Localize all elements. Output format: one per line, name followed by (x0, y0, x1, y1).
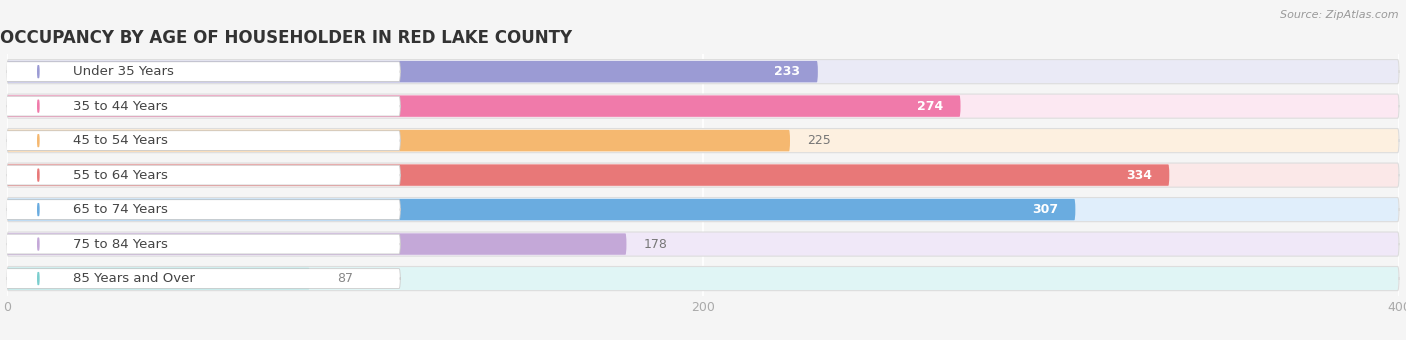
FancyBboxPatch shape (7, 233, 627, 255)
Text: 178: 178 (644, 238, 668, 251)
FancyBboxPatch shape (7, 61, 818, 82)
Text: 45 to 54 Years: 45 to 54 Years (73, 134, 169, 147)
FancyBboxPatch shape (7, 163, 1399, 187)
FancyBboxPatch shape (7, 165, 1170, 186)
Text: 274: 274 (917, 100, 943, 113)
Text: OCCUPANCY BY AGE OF HOUSEHOLDER IN RED LAKE COUNTY: OCCUPANCY BY AGE OF HOUSEHOLDER IN RED L… (0, 29, 572, 47)
FancyBboxPatch shape (7, 130, 790, 151)
FancyBboxPatch shape (0, 269, 401, 288)
FancyBboxPatch shape (0, 62, 401, 82)
Text: 55 to 64 Years: 55 to 64 Years (73, 169, 169, 182)
Text: 307: 307 (1032, 203, 1057, 216)
FancyBboxPatch shape (0, 234, 401, 254)
FancyBboxPatch shape (7, 96, 960, 117)
FancyBboxPatch shape (7, 59, 1399, 84)
Text: 65 to 74 Years: 65 to 74 Years (73, 203, 169, 216)
Text: 334: 334 (1126, 169, 1152, 182)
Text: 87: 87 (337, 272, 354, 285)
FancyBboxPatch shape (7, 232, 1399, 256)
Text: 225: 225 (807, 134, 831, 147)
FancyBboxPatch shape (7, 94, 1399, 118)
Text: 233: 233 (775, 65, 800, 78)
Text: 75 to 84 Years: 75 to 84 Years (73, 238, 169, 251)
FancyBboxPatch shape (0, 96, 401, 116)
Text: 35 to 44 Years: 35 to 44 Years (73, 100, 169, 113)
FancyBboxPatch shape (0, 165, 401, 185)
FancyBboxPatch shape (7, 129, 1399, 153)
FancyBboxPatch shape (0, 131, 401, 151)
FancyBboxPatch shape (7, 267, 1399, 291)
Text: Source: ZipAtlas.com: Source: ZipAtlas.com (1281, 10, 1399, 20)
Text: 85 Years and Over: 85 Years and Over (73, 272, 195, 285)
FancyBboxPatch shape (7, 198, 1399, 222)
FancyBboxPatch shape (0, 200, 401, 220)
FancyBboxPatch shape (7, 199, 1076, 220)
Text: Under 35 Years: Under 35 Years (73, 65, 174, 78)
FancyBboxPatch shape (7, 268, 309, 289)
